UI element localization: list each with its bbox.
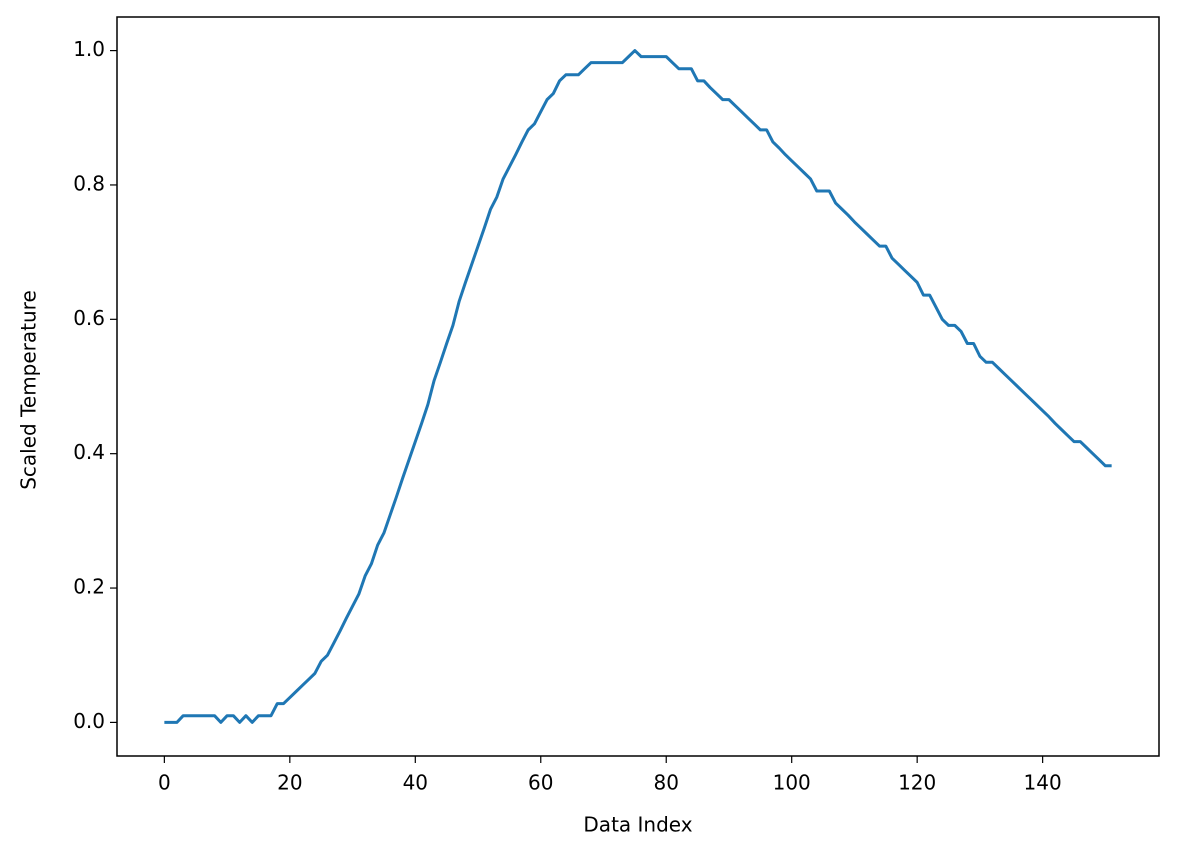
x-tick-label: 20 [277, 771, 302, 795]
data-line [164, 49, 1112, 724]
x-tick-label: 140 [1024, 771, 1062, 795]
y-tick-label: 0.8 [73, 171, 105, 195]
x-tick-label: 0 [158, 771, 171, 795]
x-axis-label: Data Index [583, 813, 692, 837]
y-tick-label: 1.0 [73, 37, 105, 61]
x-tick-label: 80 [654, 771, 679, 795]
y-tick-label: 0.2 [73, 575, 105, 599]
x-tick-label: 40 [403, 771, 428, 795]
y-tick-label: 0.0 [73, 709, 105, 733]
x-tick-label: 100 [773, 771, 811, 795]
y-tick-label: 0.6 [73, 306, 105, 330]
x-tick-label: 120 [898, 771, 936, 795]
x-tick-label: 60 [528, 771, 553, 795]
plot-frame [116, 16, 1160, 757]
y-tick-label: 0.4 [73, 440, 105, 464]
y-axis-label: Scaled Temperature [17, 290, 41, 490]
